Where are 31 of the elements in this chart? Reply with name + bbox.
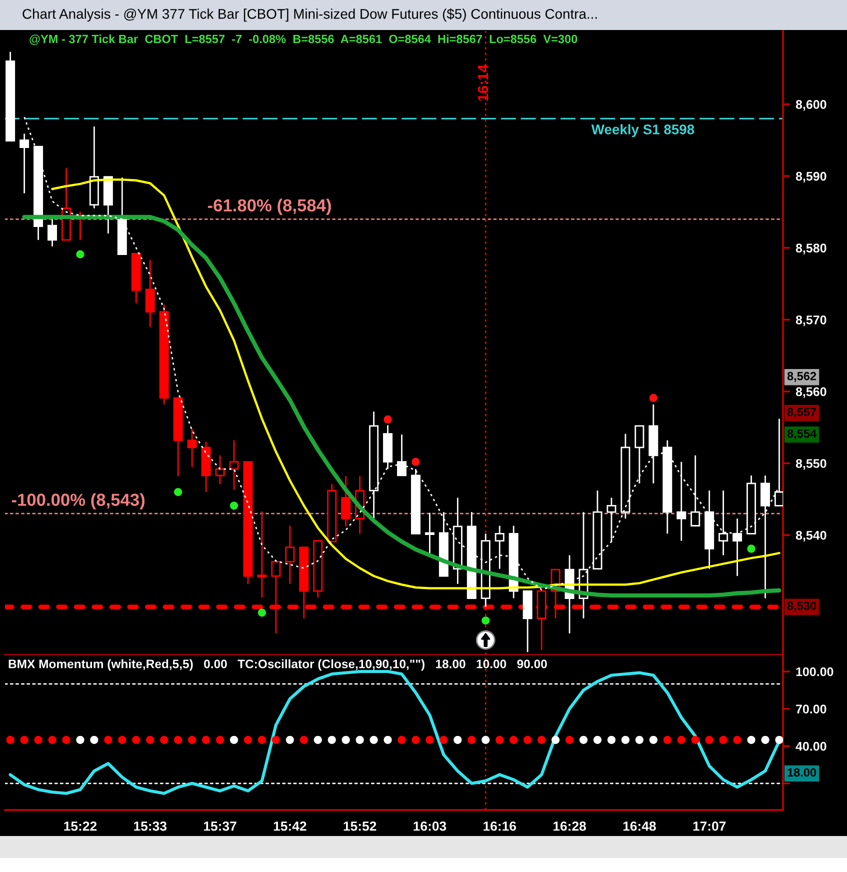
x-tick-label: 16:28 — [553, 821, 586, 831]
ref-line-label: -100.00% (8,543) — [12, 493, 145, 510]
y-tick-label: 8,600 — [796, 100, 826, 111]
ref-line-label: 8,530 — [787, 602, 816, 612]
y-tick-label: 100.00 — [796, 667, 834, 676]
y-tick-label: 70.00 — [796, 704, 826, 714]
ref-line-label: Weekly S1 8598 — [591, 124, 694, 138]
chart-title: BMX Momentum (white,Red,5,5) 0.00 TC:Oscillator (Close,10,90,10,"") 18.00 10.00 90.00 — [8, 659, 547, 671]
x-tick-label: 16:03 — [414, 821, 446, 831]
y-tick-label: 8,580 — [796, 244, 826, 254]
x-tick-label: 15:37 — [204, 821, 236, 831]
y-tick-label: 8,590 — [796, 172, 826, 183]
x-tick-label: 15:42 — [274, 821, 306, 831]
annotation: 8,557 — [787, 408, 816, 418]
x-tick-label: 15:22 — [64, 821, 97, 831]
x-tick-label: 16:16 — [484, 821, 516, 831]
chart-subtitle: @YM - 377 Tick Bar CBOT L=8557 -7 -0.08% B=8556 A=8561 O=8564 Hi=8567 Lo=8556 V=300 — [30, 34, 578, 45]
y-tick-label: 8,540 — [796, 530, 826, 542]
y-tick-label: 8,550 — [796, 459, 826, 470]
x-tick-label: 15:33 — [134, 821, 167, 831]
chart-title: Chart Analysis - @YM 377 Tick Bar [CBOT] Mini-sized Dow Futures ($5) Continuous Contra... — [22, 8, 597, 22]
x-tick-label: 16:48 — [623, 821, 656, 831]
annotation: 8,554 — [787, 429, 816, 440]
y-tick-label: 8,560 — [796, 387, 826, 398]
y-tick-label: 8,570 — [796, 315, 826, 326]
x-tick-label: 17:07 — [693, 821, 726, 831]
y-tick-label: 40.00 — [796, 742, 826, 751]
ref-line-label: -61.80% (8,584) — [208, 198, 331, 215]
annotation: 8,562 — [787, 372, 816, 382]
annotation: 18.00 — [788, 768, 816, 777]
x-tick-label: 15:52 — [344, 821, 376, 831]
